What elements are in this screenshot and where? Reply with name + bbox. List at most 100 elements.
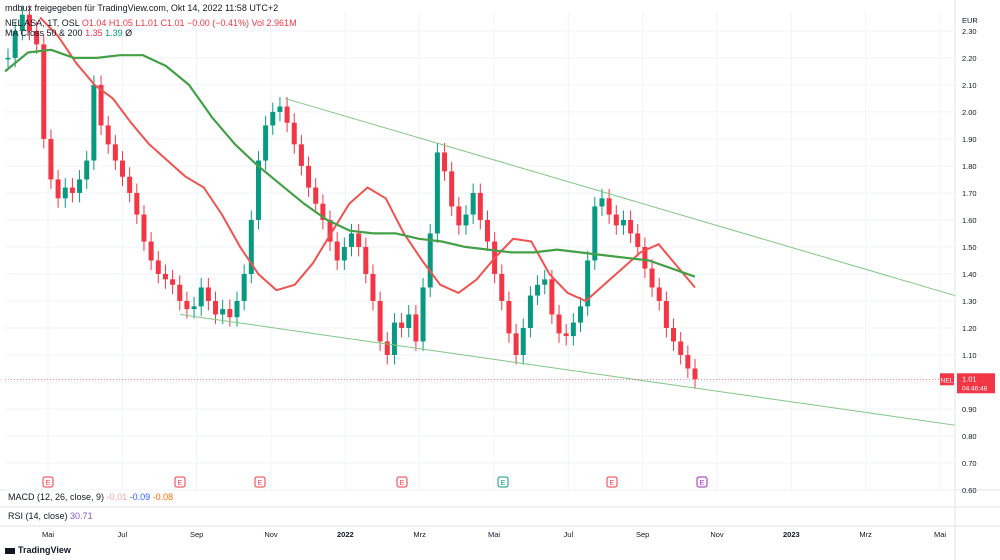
- candle-body: [91, 84, 97, 161]
- earnings-marker-label: E: [46, 480, 51, 487]
- earnings-marker: [42, 476, 54, 488]
- y-tick-label: 1.40: [962, 270, 977, 279]
- candle-body: [427, 233, 433, 288]
- candle-body: [570, 322, 576, 337]
- y-tick-label: 2.00: [962, 108, 977, 117]
- candle-body: [671, 327, 677, 342]
- x-tick-label: Jul: [118, 530, 128, 539]
- ohlc-values: O1.04 H1.05 L1.01 C1.01 −0.00 (−0.41%): [81, 18, 250, 28]
- x-tick-label: Mai: [488, 530, 500, 539]
- y-tick-label: 0.60: [962, 486, 977, 495]
- candle-body: [692, 368, 698, 380]
- candle-body: [205, 287, 211, 301]
- candle-body: [549, 279, 555, 315]
- candle-body: [413, 314, 419, 342]
- tradingview-logo-text: TradingView: [18, 545, 71, 555]
- candle-body: [442, 152, 448, 172]
- candle-body: [663, 300, 669, 328]
- volume-value: Vol 2.961M: [251, 18, 297, 28]
- candle-body: [656, 287, 662, 301]
- candle-body: [542, 279, 548, 285]
- candle-body: [406, 314, 412, 328]
- candle-body: [484, 219, 490, 242]
- candle-body: [391, 322, 397, 355]
- candle-body: [263, 125, 269, 161]
- y-tick-label: 1.60: [962, 216, 977, 225]
- candle-body: [284, 106, 290, 123]
- earnings-marker-label: E: [700, 480, 705, 487]
- candle-body: [556, 314, 562, 334]
- candle-body: [535, 284, 541, 296]
- ma-indicator-name[interactable]: MA Cross 50 & 200: [5, 28, 83, 38]
- candle-body: [34, 30, 40, 45]
- candle-body: [291, 122, 297, 145]
- candle-body: [399, 322, 405, 328]
- y-tick-label: 1.80: [962, 162, 977, 171]
- ma50-line: [39, 16, 696, 302]
- candle-body: [298, 144, 304, 166]
- price-badge-bg: [957, 373, 995, 394]
- candle-body: [19, 14, 25, 31]
- y-tick-label: 2.20: [962, 54, 977, 63]
- symbol-name[interactable]: NEL ASA, 1T, OSL: [5, 18, 80, 28]
- candle-body: [213, 300, 219, 315]
- candle-body: [105, 125, 111, 145]
- candle-body: [642, 246, 648, 269]
- macd-legend: MACD (12, 26, close, 9) -0.01 -0.09 -0.0…: [8, 492, 173, 502]
- macd-value-2: -0.09: [129, 492, 151, 502]
- candle-body: [306, 165, 312, 188]
- earnings-marker-label: E: [610, 480, 615, 487]
- y-tick-label: 1.10: [962, 351, 977, 360]
- price-badge-symbol-bg: [940, 373, 954, 386]
- candle-body: [506, 300, 512, 334]
- candle-body: [255, 160, 261, 220]
- ma200-line: [4, 48, 696, 278]
- tradingview-logo[interactable]: TradingView: [5, 545, 71, 555]
- candle-body: [313, 187, 319, 204]
- x-tick-label: 2022: [337, 530, 354, 539]
- y-tick-label: 0.70: [962, 459, 977, 468]
- earnings-marker: [497, 476, 509, 488]
- price-badge-price: 1.01: [962, 374, 977, 383]
- earnings-marker-label: E: [501, 480, 506, 487]
- earnings-marker-label: E: [400, 480, 405, 487]
- candle-body: [499, 273, 505, 301]
- candle-body: [127, 176, 133, 193]
- candle-body: [170, 279, 176, 285]
- macd-label[interactable]: MACD (12, 26, close, 9): [8, 492, 105, 502]
- candle-body: [248, 219, 254, 274]
- candle-body: [155, 260, 161, 274]
- candle-body: [162, 273, 168, 280]
- candle-body: [377, 300, 383, 342]
- candle-body: [327, 219, 333, 242]
- candle-body: [434, 152, 440, 234]
- candle-body: [191, 306, 197, 310]
- y-tick-label: 1.30: [962, 297, 977, 306]
- ma-legend: MA Cross 50 & 200 1.35 1.39 Ø: [5, 28, 132, 38]
- x-tick-label: Mai: [934, 530, 946, 539]
- candle-body: [620, 219, 626, 226]
- x-tick-label: Nov: [264, 530, 278, 539]
- candle-body: [363, 246, 369, 274]
- ma50-value: 1.35: [85, 28, 103, 38]
- candle-body: [198, 287, 204, 307]
- x-tick-label: Mai: [42, 530, 54, 539]
- price-badge-symbol: NEL: [941, 377, 954, 384]
- candle-body: [599, 198, 605, 207]
- candle-body: [234, 300, 240, 318]
- candle-body: [62, 187, 68, 199]
- candle-body: [69, 187, 75, 193]
- candle-body: [12, 30, 18, 58]
- candle-body: [513, 333, 519, 355]
- candle-body: [592, 206, 598, 261]
- rsi-label[interactable]: RSI (14, close): [8, 511, 68, 521]
- ma-extra: Ø: [125, 28, 133, 38]
- x-tick-label: Sep: [636, 530, 649, 539]
- earnings-marker: [174, 476, 186, 488]
- candle-body: [98, 84, 104, 126]
- tradingview-icon: [5, 547, 15, 554]
- candle-body: [227, 309, 233, 318]
- candle-body: [112, 144, 118, 161]
- x-tick-label: Mrz: [413, 530, 426, 539]
